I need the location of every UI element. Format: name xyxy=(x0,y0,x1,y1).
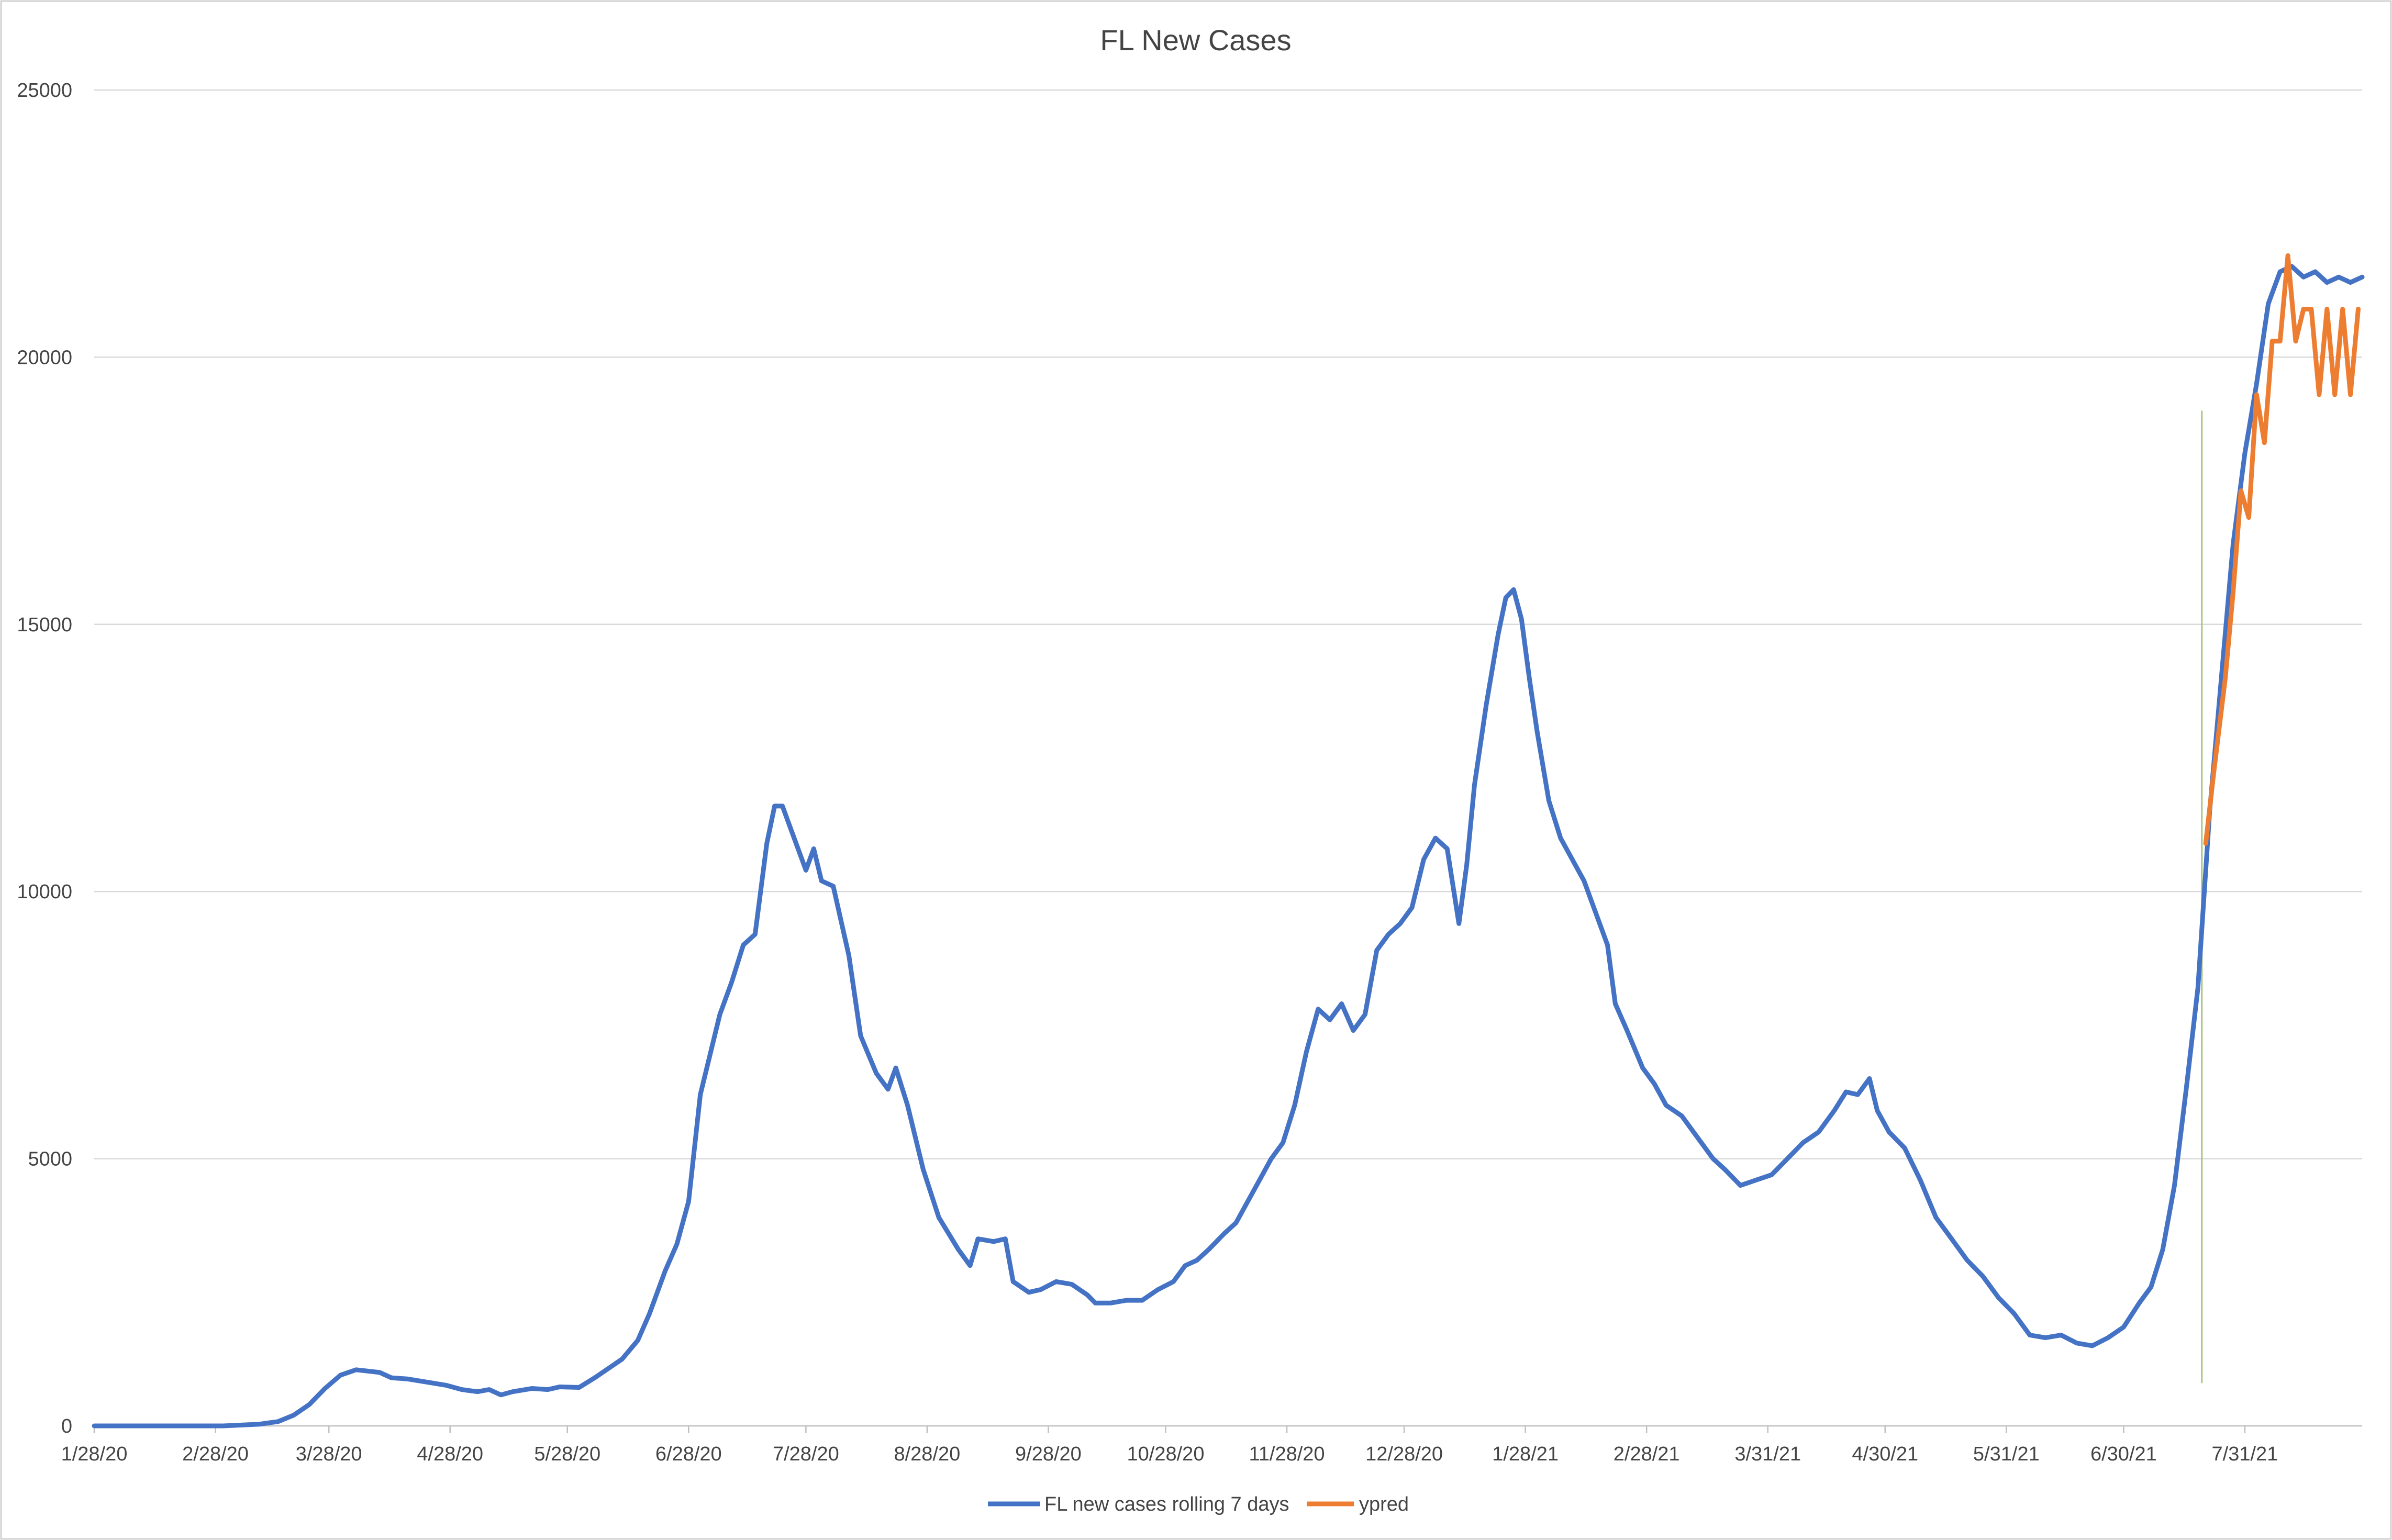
x-tick-label: 4/28/20 xyxy=(417,1443,483,1465)
grid-lines xyxy=(94,89,2362,1427)
x-tick-label: 3/28/20 xyxy=(296,1443,362,1465)
x-tick-label: 8/28/20 xyxy=(894,1443,960,1465)
chart-title: FL New Cases xyxy=(1100,24,1291,57)
y-axis: 0 5000 10000 15000 20000 25000 xyxy=(17,80,72,1437)
x-tick-label: 10/28/20 xyxy=(1127,1443,1205,1465)
y-tick-label: 25000 xyxy=(17,80,72,102)
y-tick-label: 20000 xyxy=(17,347,72,369)
x-tick-label: 7/28/20 xyxy=(773,1443,839,1465)
y-tick-label: 5000 xyxy=(28,1148,72,1170)
series-line-1 xyxy=(2203,253,2361,846)
x-tick-label: 1/28/20 xyxy=(61,1443,128,1465)
legend-label: ypred xyxy=(1359,1493,1409,1515)
x-tick-label: 2/28/21 xyxy=(1614,1443,1680,1465)
x-tick-label: 6/30/21 xyxy=(2090,1443,2157,1465)
x-tick-label: 2/28/20 xyxy=(182,1443,249,1465)
y-tick-label: 15000 xyxy=(17,614,72,636)
x-tick-label: 5/31/21 xyxy=(1973,1443,2040,1465)
x-tick-label: 6/28/20 xyxy=(655,1443,722,1465)
x-tick-label: 12/28/20 xyxy=(1365,1443,1443,1465)
x-tick-label: 4/30/21 xyxy=(1852,1443,1918,1465)
series xyxy=(92,253,2365,1429)
legend: FL new cases rolling 7 days ypred xyxy=(988,1493,1409,1515)
legend-label: FL new cases rolling 7 days xyxy=(1044,1493,1289,1515)
y-tick-label: 10000 xyxy=(17,881,72,903)
x-tick-label: 11/28/20 xyxy=(1249,1443,1325,1465)
x-tick-label: 7/31/21 xyxy=(2212,1443,2278,1465)
x-tick-label: 3/31/21 xyxy=(1734,1443,1801,1465)
x-axis: 1/28/20 2/28/20 3/28/20 4/28/20 5/28/20 6/28/… xyxy=(61,1426,2278,1465)
legend-item-0: FL new cases rolling 7 days xyxy=(988,1493,1289,1515)
x-tick-label: 1/28/21 xyxy=(1492,1443,1559,1465)
legend-item-1: ypred xyxy=(1307,1493,1409,1515)
x-tick-label: 5/28/20 xyxy=(534,1443,600,1465)
series-line-0 xyxy=(92,264,2365,1429)
x-tick-label: 9/28/20 xyxy=(1015,1443,1082,1465)
y-tick-label: 0 xyxy=(61,1415,72,1437)
